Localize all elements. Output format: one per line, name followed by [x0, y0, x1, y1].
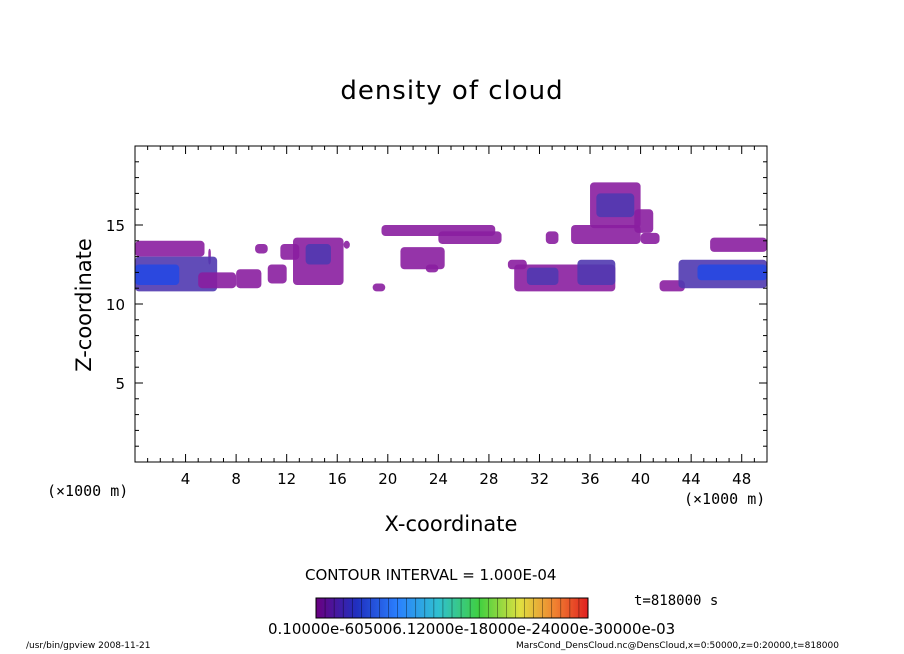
x-tick-label: 40 — [631, 470, 650, 488]
x-tick-label: 16 — [328, 470, 347, 488]
cloud-region — [697, 264, 767, 281]
y-axis-label: Z-coordinate — [72, 238, 96, 372]
x-tick-label: 48 — [732, 470, 751, 488]
cloud-region — [400, 247, 445, 270]
x-axis-label: X-coordinate — [384, 512, 518, 536]
time-label: t=818000 s — [634, 593, 719, 609]
x-tick-label: 32 — [530, 470, 549, 488]
cloud-region — [634, 209, 654, 233]
x-tick-label: 12 — [277, 470, 296, 488]
y-tick-label: 5 — [115, 375, 125, 393]
cloud-region — [596, 193, 635, 218]
cloud-region — [255, 243, 268, 254]
footer-left-text: /usr/bin/gpview 2008-11-21 — [26, 641, 151, 651]
cloud-region — [267, 264, 287, 284]
cloud-region — [343, 240, 350, 249]
contour-interval-label: CONTOUR INTERVAL = 1.000E-04 — [305, 566, 557, 584]
cloud-region — [198, 272, 237, 289]
cloud-density-field — [135, 182, 767, 292]
cloud-region — [135, 240, 205, 257]
x-tick-label: 8 — [231, 470, 241, 488]
x-tick-label: 20 — [378, 470, 397, 488]
cloud-region — [640, 232, 660, 244]
cloud-region — [526, 267, 559, 286]
x-unit-label-right: (×1000 m) — [684, 490, 766, 508]
colorbar-tick-labels: 0.10000e-605006.12000e-18000e-24000e-300… — [268, 620, 676, 638]
x-unit-label-left: (×1000 m) — [47, 482, 129, 500]
x-tick-label: 4 — [181, 470, 191, 488]
cloud-region — [425, 264, 439, 273]
y-tick-label: 15 — [106, 217, 125, 235]
x-tick-label: 44 — [682, 470, 701, 488]
cloud-region — [545, 231, 559, 244]
footer-right-text: MarsCond_DensCloud.nc@DensCloud,x=0:5000… — [516, 641, 839, 651]
cloud-region — [236, 269, 262, 289]
cloud-region — [571, 225, 641, 244]
cloud-region — [135, 264, 180, 286]
cloud-region — [372, 283, 386, 292]
cloud-region — [710, 237, 767, 252]
x-tick-label: 28 — [479, 470, 498, 488]
colorbar-frame — [315, 597, 589, 619]
cloud-region — [577, 259, 616, 286]
chart-title: density of cloud — [340, 76, 564, 106]
colorbar-level-lines — [324, 598, 580, 618]
plot-frame — [134, 145, 768, 463]
colorbar — [315, 597, 589, 619]
x-tick-label: 36 — [580, 470, 599, 488]
y-tick-label: 10 — [106, 296, 125, 314]
cloud-region — [305, 243, 331, 265]
x-tick-label: 24 — [429, 470, 448, 488]
cloud-region — [438, 231, 502, 244]
